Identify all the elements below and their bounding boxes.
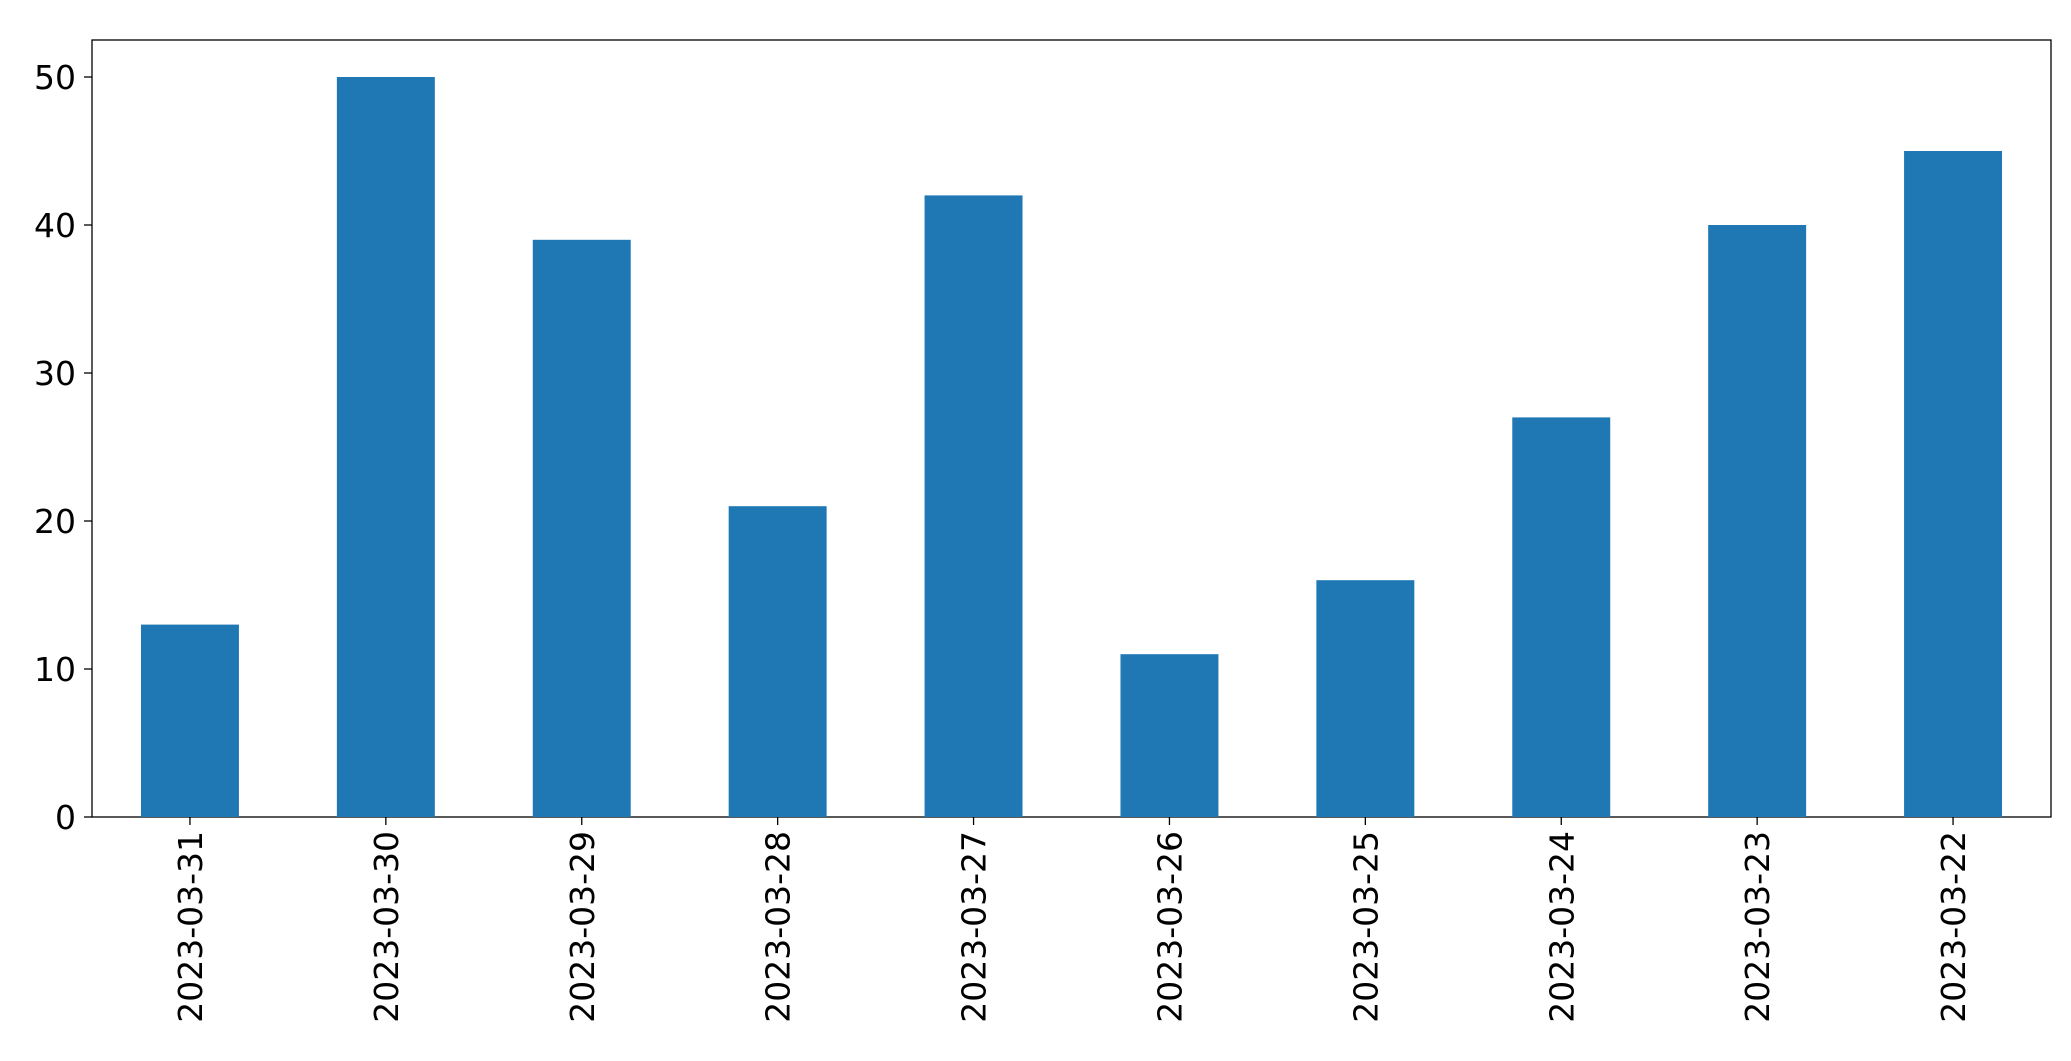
bar	[336, 77, 435, 817]
y-tick-label: 50	[34, 58, 76, 97]
y-tick-label: 20	[34, 502, 76, 541]
y-tick-label: 10	[34, 650, 76, 689]
y-tick-label: 30	[34, 354, 76, 393]
bar	[1904, 151, 2003, 817]
y-tick-label: 0	[55, 798, 76, 837]
x-tick-label: 2023-03-29	[563, 831, 602, 1023]
x-tick-label: 2023-03-23	[1738, 831, 1777, 1023]
bar	[1708, 225, 1807, 817]
x-tick-label: 2023-03-26	[1150, 831, 1189, 1023]
bar	[1120, 654, 1219, 817]
x-tick-label: 2023-03-22	[1934, 831, 1973, 1023]
bar	[1316, 580, 1415, 817]
bar	[728, 506, 827, 817]
x-tick-label: 2023-03-25	[1346, 831, 1385, 1023]
x-tick-label: 2023-03-31	[171, 831, 210, 1023]
x-tick-label: 2023-03-24	[1542, 831, 1581, 1023]
x-tick-label: 2023-03-28	[759, 831, 798, 1023]
x-tick-label: 2023-03-27	[955, 831, 994, 1023]
bar	[924, 195, 1023, 817]
y-tick-label: 40	[34, 206, 76, 245]
bar	[532, 239, 631, 818]
plot-frame	[91, 39, 2052, 818]
bar	[1512, 417, 1611, 817]
bar	[140, 624, 239, 817]
x-tick-label: 2023-03-30	[367, 831, 406, 1023]
